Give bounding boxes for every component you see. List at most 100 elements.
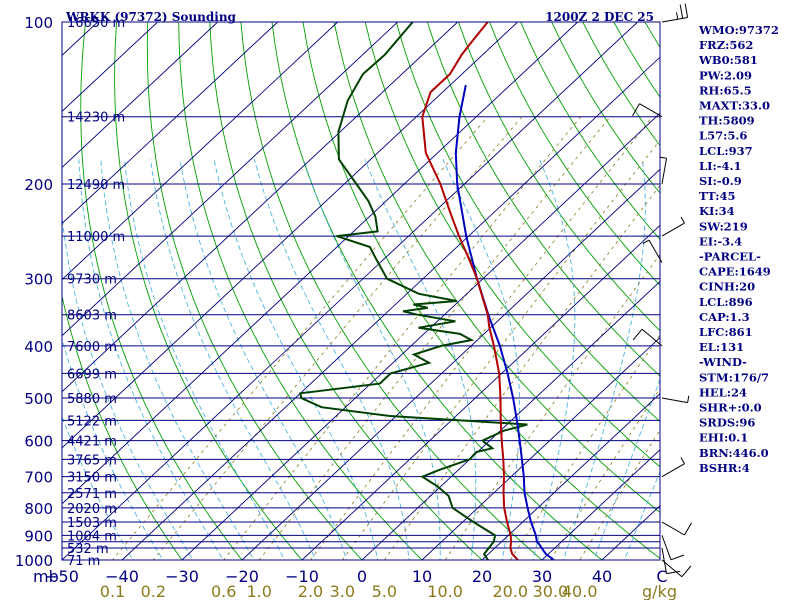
pressure-tick-label: 700	[24, 469, 53, 487]
dry-adiabat-line	[62, 293, 183, 560]
wind-barb-flag	[679, 4, 684, 19]
wind-barb	[661, 457, 685, 478]
sounding-time: 1200Z 2 DEC 25	[545, 10, 654, 24]
dry-adiabat-line	[426, 22, 660, 377]
height-label: 5122 m	[67, 414, 117, 429]
index-line: -PARCEL-	[699, 250, 761, 264]
height-label: 12490 m	[67, 178, 125, 193]
moist-adiabat-line	[213, 159, 379, 560]
dry-adiabat-line	[395, 22, 660, 422]
mixing-ratio-line	[310, 116, 653, 560]
mixing-ratio-label: 20.0	[492, 582, 528, 600]
isotherm-line	[121, 56, 660, 560]
moist-adiabat-line	[62, 337, 164, 560]
index-line: STM:176/7	[699, 370, 769, 384]
pressure-tick-label: 500	[24, 390, 53, 408]
wind-barb-staff	[661, 17, 688, 23]
mixing-ratio-label: 0.2	[141, 582, 166, 600]
temperature-tick-label: −20	[225, 567, 259, 586]
height-label: 1503 m	[67, 516, 117, 531]
index-line: MAXT:33.0	[699, 99, 770, 113]
dry-adiabats	[62, 22, 800, 571]
dry-adiabat-line	[146, 22, 363, 560]
height-label: 4421 m	[67, 435, 117, 450]
station-title: WRKK (97372) Sounding	[65, 10, 237, 24]
temperature-tick-label: 10	[412, 567, 432, 586]
moist-adiabat-line	[100, 159, 255, 560]
wind-barb-flag	[632, 328, 643, 341]
height-label: 14230 m	[67, 111, 125, 126]
pressure-tick-label: 1000	[15, 552, 53, 570]
index-line: LFC:861	[699, 325, 753, 339]
moist-adiabat-line	[62, 415, 134, 560]
index-line: TT:45	[699, 189, 736, 203]
temperature-tick-label: −40	[105, 567, 139, 586]
index-line: EI:-3.4	[699, 234, 742, 248]
wind-barb-flag	[676, 12, 679, 20]
moist-adiabats	[62, 159, 660, 560]
index-line: HEL:24	[699, 385, 747, 399]
wind-barb-staff	[661, 547, 667, 574]
index-line: CAP:1.3	[699, 310, 750, 324]
dry-adiabat-line	[489, 22, 660, 286]
isotherm-line	[361, 280, 660, 560]
wind-barb-flag	[632, 103, 640, 117]
wind-barb-staff	[661, 222, 685, 237]
isotherm-line	[62, 22, 578, 505]
moist-adiabat-line	[253, 159, 410, 560]
index-line: LI:-4.1	[699, 159, 742, 173]
height-label: 71 m	[67, 554, 100, 569]
height-label: 9730 m	[67, 273, 117, 288]
wind-barb-flag	[659, 156, 667, 159]
isotherm-line	[421, 336, 660, 560]
dry-adiabat-line	[80, 22, 243, 560]
index-line: CAPE:1649	[699, 265, 771, 279]
height-label: 532 m	[67, 542, 109, 557]
mixing-ratio-label: 30.0	[533, 582, 569, 600]
isotherm-line	[62, 22, 518, 449]
pressure-tick-label: 300	[24, 271, 53, 289]
isotherm-line	[301, 224, 660, 560]
index-line: EHI:0.1	[699, 431, 748, 445]
dry-adiabat-line	[769, 22, 800, 571]
moist-adiabat-line	[593, 377, 660, 560]
wind-barb	[632, 328, 663, 347]
dry-adiabat-line	[240, 22, 543, 560]
index-line: SRDS:96	[699, 416, 755, 430]
index-line: RH:65.5	[699, 83, 752, 97]
isotherm-line	[62, 22, 638, 560]
temperature-profile	[421, 22, 519, 560]
index-line: TH:5809	[699, 114, 755, 128]
wind-barb-staff	[661, 397, 688, 404]
height-label: 6699 m	[67, 367, 117, 382]
index-line: PW:2.09	[699, 68, 752, 82]
wind-barb-staff	[661, 559, 683, 578]
height-label: 11000 m	[67, 230, 125, 245]
temperature-tick-label: C	[656, 567, 667, 586]
height-label: 5880 m	[67, 392, 117, 407]
moist-adiabat-line	[563, 159, 646, 560]
moist-adiabat-line	[532, 159, 576, 560]
wind-barb	[659, 156, 667, 185]
pressure-tick-label: 400	[24, 338, 53, 356]
temperature-tick-label: 20	[472, 567, 492, 586]
mixing-ratio-label: 2.0	[298, 582, 323, 600]
mixing-ratio-label: 5.0	[372, 582, 397, 600]
isotherm-line	[241, 168, 660, 560]
index-line: BSHR:4	[699, 461, 750, 475]
isotherm-line	[62, 22, 278, 225]
mixing-ratio-label: 10.0	[427, 582, 463, 600]
wind-barb-staff	[648, 239, 663, 263]
index-line: SW:219	[699, 219, 748, 233]
height-label: 7600 m	[67, 340, 117, 355]
wind-barb	[661, 547, 681, 575]
wind-barb	[661, 521, 692, 536]
wind-barb	[661, 559, 692, 578]
wind-barb	[661, 216, 685, 237]
isotherm-line	[541, 449, 660, 560]
wind-barbs	[632, 3, 692, 578]
mixing-ratio-line	[509, 334, 660, 560]
mixing-ratio-label: 1.0	[246, 582, 271, 600]
